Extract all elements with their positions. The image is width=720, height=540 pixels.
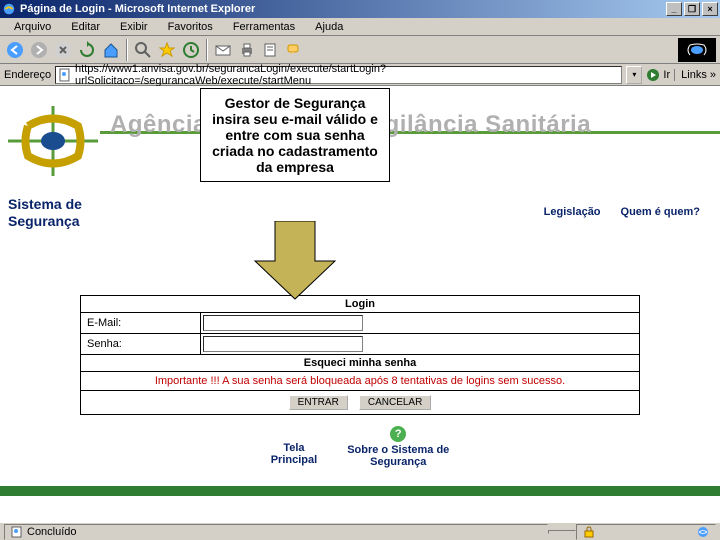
- url-text: https://www1.anvisa.gov.br/segurancaLogi…: [75, 63, 619, 87]
- header-nav: Legislação Quem é quem?: [544, 206, 700, 218]
- senha-input[interactable]: [203, 336, 363, 352]
- instruction-callout: Gestor de Segurança insira seu e-mail vá…: [200, 88, 390, 182]
- go-icon: [646, 68, 660, 82]
- close-button[interactable]: ×: [702, 2, 718, 16]
- forward-button[interactable]: [28, 39, 50, 61]
- minimize-button[interactable]: _: [666, 2, 682, 16]
- login-warning: Importante !!! A sua senha será bloquead…: [81, 372, 639, 391]
- nav-legislacao[interactable]: Legislação: [544, 206, 601, 218]
- forgot-password-link[interactable]: Esqueci minha senha: [81, 355, 639, 372]
- home-button[interactable]: [100, 39, 122, 61]
- toolbar: [0, 36, 720, 64]
- go-button[interactable]: Ir: [646, 68, 670, 82]
- zone-icon: [697, 526, 709, 538]
- ie-icon: [2, 2, 16, 16]
- address-label: Endereço: [4, 69, 51, 81]
- sobre-link[interactable]: ? Sobre o Sistema deSegurança: [347, 426, 449, 468]
- anvisa-logo-icon: [8, 106, 98, 176]
- footer-bar: [0, 486, 720, 496]
- page-icon: [58, 68, 72, 82]
- url-input[interactable]: https://www1.anvisa.gov.br/segurancaLogi…: [55, 66, 622, 84]
- email-label: E-Mail:: [81, 313, 201, 333]
- tela-principal-link[interactable]: TelaPrincipal: [271, 426, 317, 466]
- login-header: Login: [81, 296, 639, 313]
- window-title: Página de Login - Microsoft Internet Exp…: [20, 3, 666, 15]
- ie-brand-icon: [678, 38, 716, 62]
- help-icon: ?: [390, 426, 406, 442]
- refresh-button[interactable]: [76, 39, 98, 61]
- menu-arquivo[interactable]: Arquivo: [4, 19, 61, 35]
- url-dropdown[interactable]: ▾: [626, 66, 642, 84]
- footer-links: TelaPrincipal ? Sobre o Sistema deSegura…: [0, 426, 720, 468]
- menu-ferramentas[interactable]: Ferramentas: [223, 19, 305, 35]
- mail-button[interactable]: [212, 39, 234, 61]
- menu-ajuda[interactable]: Ajuda: [305, 19, 353, 35]
- window-titlebar: Página de Login - Microsoft Internet Exp…: [0, 0, 720, 18]
- menu-favoritos[interactable]: Favoritos: [158, 19, 223, 35]
- login-form: Login E-Mail: Senha: Esqueci minha senha…: [80, 295, 640, 415]
- history-button[interactable]: [180, 39, 202, 61]
- statusbar: Concluído: [0, 522, 720, 540]
- senha-label: Senha:: [81, 334, 201, 354]
- done-icon: [11, 526, 23, 538]
- discuss-button[interactable]: [284, 39, 306, 61]
- menubar: Arquivo Editar Exibir Favoritos Ferramen…: [0, 18, 720, 36]
- arrow-down-icon: [250, 221, 340, 301]
- stop-button[interactable]: [52, 39, 74, 61]
- email-input[interactable]: [203, 315, 363, 331]
- edit-button[interactable]: [260, 39, 282, 61]
- maximize-button[interactable]: ❐: [684, 2, 700, 16]
- print-button[interactable]: [236, 39, 258, 61]
- cancelar-button[interactable]: CANCELAR: [359, 395, 431, 410]
- links-button[interactable]: Links »: [674, 69, 716, 81]
- menu-editar[interactable]: Editar: [61, 19, 110, 35]
- lock-icon: [583, 526, 595, 538]
- favorites-button[interactable]: [156, 39, 178, 61]
- system-title: Sistema deSegurança: [8, 196, 82, 230]
- page-content: Agência Nacional de Vigilância Sanitária…: [0, 86, 720, 522]
- entrar-button[interactable]: ENTRAR: [289, 395, 348, 410]
- back-button[interactable]: [4, 39, 26, 61]
- addressbar: Endereço https://www1.anvisa.gov.br/segu…: [0, 64, 720, 86]
- search-button[interactable]: [132, 39, 154, 61]
- menu-exibir[interactable]: Exibir: [110, 19, 158, 35]
- status-text: Concluído: [27, 526, 77, 538]
- nav-quem[interactable]: Quem é quem?: [621, 206, 700, 218]
